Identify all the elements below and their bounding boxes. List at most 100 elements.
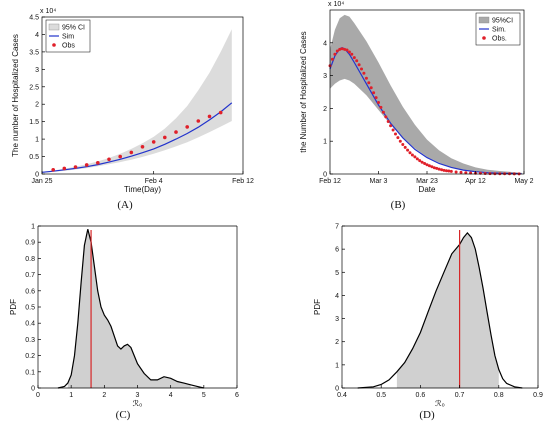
y-tick-label: 4 [335, 293, 339, 300]
x-tick-label: 6 [235, 392, 239, 399]
obs-point [437, 167, 441, 171]
x-tick-label: 0 [36, 392, 40, 399]
y-tick-label: 1 [323, 139, 327, 146]
y-tick-label: 3.5 [29, 49, 39, 56]
obs-point [372, 91, 376, 95]
y-tick-label: 1 [31, 224, 35, 231]
legend-ci-swatch [478, 16, 490, 24]
obs-point [218, 110, 223, 115]
obs-point [129, 150, 134, 155]
panel-label: (C) [116, 409, 131, 421]
obs-point [360, 67, 363, 71]
legend-label: 95% CI [62, 25, 85, 32]
y-axis-title: PDF [9, 299, 18, 315]
y-tick-label: 0.5 [29, 154, 39, 161]
y-axis-title: the Number of Hospitalized Cases [299, 31, 308, 152]
x-tick-label: 1 [69, 392, 73, 399]
obs-point [488, 172, 492, 176]
obs-point [447, 169, 451, 173]
obs-point [478, 171, 482, 175]
obs-point [410, 153, 414, 157]
obs-point [442, 168, 446, 172]
y-tick-label: 0.2 [25, 353, 35, 360]
obs-point [174, 130, 178, 134]
obs-point [364, 76, 368, 80]
obs-point [454, 170, 458, 174]
obs-point [207, 114, 212, 119]
x-tick-label: Mar 23 [416, 178, 438, 185]
obs-point [381, 110, 385, 114]
y-tick-label: 0.8 [25, 256, 35, 263]
x-tick-label: Feb 4 [145, 178, 163, 185]
y-tick-label: 4.5 [29, 15, 39, 22]
series-line [41, 102, 233, 173]
x-tick-label: Jan 25 [31, 178, 52, 185]
legend-ci-swatch [48, 23, 60, 31]
y-tick-label: 7 [335, 224, 339, 231]
y-tick-label: 1 [335, 362, 339, 369]
obs-point [435, 166, 439, 170]
x-axis-title: Date [419, 185, 436, 194]
obs-point [335, 49, 339, 53]
obs-point [394, 132, 397, 136]
y-tick-label: 0.9 [25, 240, 35, 247]
x-axis-title: ℛ₀ [133, 399, 143, 408]
panel-label: (D) [419, 409, 435, 421]
y-tick-label: 0 [31, 386, 35, 393]
obs-point [406, 148, 410, 152]
y-axis-title: The number of Hospitalized Cases [11, 34, 20, 157]
panel-d-chart: 0.4 0.5 0.6 0.7 0.8 0.9 0 1 2 3 4 5 6 7 ℛ₀ PDF (D) [313, 224, 543, 422]
obs-point [432, 166, 436, 170]
obs-point [357, 63, 361, 67]
obs-point [73, 165, 78, 169]
obs-point [408, 151, 412, 155]
y-tick-label: 0 [323, 172, 327, 179]
obs-point [401, 143, 405, 146]
x-tick-label: 5 [202, 392, 206, 399]
obs-point [367, 81, 371, 85]
y-tick-label: 4 [35, 32, 39, 39]
x-tick-label: Feb 12 [232, 178, 254, 185]
obs-point [185, 125, 189, 129]
obs-point [449, 169, 453, 173]
obs-point [459, 170, 463, 174]
obs-point [464, 171, 468, 175]
y-tick-label: 2.5 [29, 84, 39, 91]
obs-point [196, 119, 201, 123]
panel-c-chart: 0 1 2 3 4 5 6 0 0.1 0.2 0.3 0.4 0.5 0.6 0.7 0.8 0.9 1 ℛ₀ PD… [9, 224, 239, 422]
y-tick-label: 0.1 [25, 369, 35, 376]
y-exponent-label: x 10⁴ [40, 8, 56, 15]
obs-point [338, 47, 342, 51]
obs-point [423, 162, 427, 165]
y-tick-label: 1 [35, 137, 39, 144]
obs-point [118, 154, 122, 159]
obs-point [418, 159, 422, 163]
obs-point [440, 168, 444, 172]
obs-point [377, 101, 380, 104]
x-tick-label: Apr 12 [465, 178, 486, 185]
obs-point [396, 136, 400, 140]
y-tick-label: 2 [323, 106, 327, 113]
obs-point [379, 105, 383, 109]
obs-point [340, 47, 344, 51]
x-tick-label: 0.4 [337, 392, 347, 399]
y-axis-title: PDF [313, 299, 322, 315]
x-axis-title: Time(Day) [124, 185, 161, 194]
y-tick-label: 3 [335, 316, 339, 323]
series-line [357, 231, 523, 389]
y-tick-label: 2 [35, 102, 39, 109]
legend-label: Sim [62, 34, 74, 41]
obs-point [398, 139, 402, 143]
obs-point [355, 59, 359, 63]
obs-point [151, 140, 156, 144]
obs-point [333, 52, 337, 56]
obs-point [386, 120, 390, 123]
obs-point [415, 157, 419, 161]
obs-point [362, 71, 366, 75]
panel-a-chart: Jan 25 Feb 4 Feb 12 0 0.5 1 1.5 2 2.5 3 3.5 4 4.5x 1… [11, 8, 254, 211]
obs-point [163, 135, 167, 140]
y-tick-label: 0.4 [25, 321, 35, 328]
obs-point [427, 164, 431, 168]
obs-point [389, 124, 393, 128]
y-tick-label: 0.3 [25, 337, 35, 344]
